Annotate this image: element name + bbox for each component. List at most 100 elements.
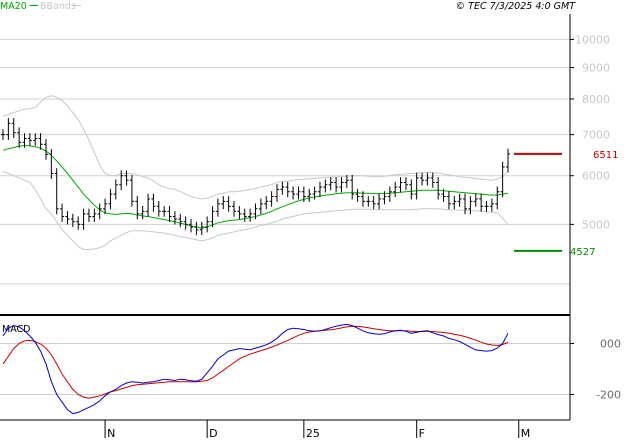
price-bar-3 <box>17 127 22 148</box>
price-bar-55 <box>296 186 301 200</box>
price-y-axis: 10000 9000 8000 7000 6000 5000 <box>570 33 610 231</box>
price-bar-13 <box>70 213 75 228</box>
price-bar-10 <box>54 168 59 215</box>
price-bar-53 <box>285 181 290 198</box>
price-bar-32 <box>172 211 177 225</box>
price-bar-21 <box>113 179 118 200</box>
price-bar-67 <box>360 191 365 207</box>
price-bar-4 <box>22 133 27 148</box>
price-series <box>1 95 510 250</box>
price-bar-12 <box>65 211 70 225</box>
bbands-upper-line <box>2 95 509 200</box>
price-y-tick-label-4: 6000 <box>582 170 610 183</box>
price-bar-14 <box>76 216 81 230</box>
price-bar-72 <box>387 186 392 202</box>
price-bar-57 <box>307 188 312 202</box>
price-bar-48 <box>258 198 263 215</box>
price-bar-20 <box>108 188 113 210</box>
price-bar-78 <box>420 172 425 186</box>
price-bar-86 <box>463 193 468 215</box>
price-bar-76 <box>409 179 414 200</box>
price-bar-70 <box>377 193 382 210</box>
price-bar-89 <box>479 193 484 212</box>
price-bar-84 <box>452 196 457 210</box>
macd-line <box>2 323 509 415</box>
price-bar-71 <box>382 191 387 205</box>
price-bar-37 <box>199 221 204 236</box>
copyright-text: © TEC 7/3/2025 4:0 GMT <box>456 1 577 12</box>
price-bar-91 <box>489 198 494 212</box>
price-grid <box>0 38 570 285</box>
price-bar-19 <box>103 198 108 215</box>
price-bar-94 <box>506 148 510 173</box>
price-bar-42 <box>226 196 231 212</box>
price-bar-29 <box>156 201 161 217</box>
price-bar-27 <box>146 193 151 217</box>
price-bar-75 <box>403 177 408 191</box>
price-bar-85 <box>457 193 462 207</box>
price-bar-54 <box>291 186 296 200</box>
x-tick-label-0: N <box>107 427 115 440</box>
price-y-tick-label-3: 7000 <box>582 129 610 142</box>
price-bar-16 <box>86 208 91 222</box>
price-level-lines: 6511 4527 <box>514 150 618 258</box>
price-bar-35 <box>189 219 194 233</box>
price-bar-93 <box>500 161 505 198</box>
price-bar-39 <box>210 206 215 228</box>
price-bar-60 <box>323 179 328 193</box>
price-bar-24 <box>129 174 134 207</box>
price-bar-38 <box>205 216 210 233</box>
price-bar-63 <box>339 177 344 193</box>
price-bar-77 <box>414 172 419 200</box>
x-tick-label-2: 25 <box>306 427 320 440</box>
bbands-lower-line <box>2 170 509 250</box>
price-bar-25 <box>135 196 140 220</box>
price-bar-87 <box>468 196 473 215</box>
price-bar-11 <box>60 203 65 222</box>
price-bar-65 <box>350 174 355 200</box>
price-bar-0 <box>1 129 5 140</box>
price-bar-74 <box>398 177 403 193</box>
macd-signal-line <box>2 325 509 399</box>
price-bar-31 <box>167 206 172 222</box>
price-bar-50 <box>269 191 274 207</box>
price-bar-73 <box>393 181 398 198</box>
price-y-tick-label-2: 8000 <box>582 93 610 106</box>
price-bar-44 <box>237 206 242 220</box>
price-bar-61 <box>328 177 333 191</box>
price-bar-15 <box>81 208 86 230</box>
price-bar-69 <box>371 196 376 210</box>
price-bar-90 <box>484 201 489 212</box>
x-tick-label-3: F <box>419 427 425 440</box>
price-bar-40 <box>215 198 220 217</box>
price-bar-23 <box>124 170 129 186</box>
price-y-tick-label-1: 9000 <box>582 62 610 75</box>
price-bar-81 <box>436 177 441 200</box>
price-bar-1 <box>6 118 11 140</box>
price-bar-49 <box>264 196 269 210</box>
bbands-legend-label: BBands <box>40 1 76 12</box>
price-bar-51 <box>274 184 279 202</box>
x-axis: N D 25 F M <box>104 420 530 440</box>
price-bar-36 <box>194 221 199 236</box>
price-bar-68 <box>366 196 371 207</box>
price-bar-28 <box>151 193 156 212</box>
price-bar-52 <box>280 181 285 195</box>
price-bar-80 <box>430 172 435 188</box>
macd-y-tick-label-0: 000 <box>600 338 621 351</box>
price-bar-92 <box>495 186 500 210</box>
price-bar-46 <box>248 208 253 222</box>
price-bar-7 <box>38 133 43 150</box>
header: MA20 BBands © TEC 7/3/2025 4:0 GMT <box>0 1 576 12</box>
macd-title: MACD <box>2 324 30 335</box>
price-bar-83 <box>446 191 451 210</box>
price-bar-47 <box>253 203 258 220</box>
price-bar-9 <box>49 149 54 179</box>
price-bar-66 <box>355 188 360 202</box>
price-y-tick-label-0: 10000 <box>575 33 610 46</box>
price-bar-62 <box>334 177 339 193</box>
price-bar-8 <box>43 139 48 160</box>
price-bar-58 <box>312 186 317 200</box>
price-bar-5 <box>27 133 32 146</box>
